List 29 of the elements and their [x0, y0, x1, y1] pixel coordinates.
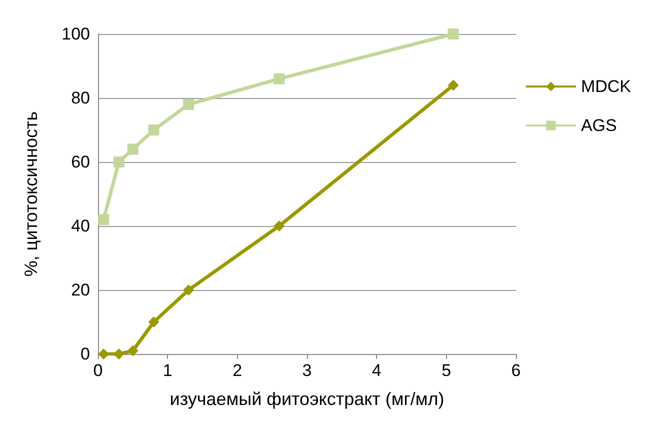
point: [148, 316, 160, 328]
y-tick-label: 60: [71, 152, 90, 172]
x-tick-label: 4: [372, 361, 382, 380]
point: [274, 73, 285, 84]
y-tick-label: 20: [71, 280, 90, 300]
point: [98, 214, 110, 226]
point: [274, 220, 285, 232]
point: [127, 144, 138, 155]
x-axis-title: изучаемый фитоэкстракт (мг/мл): [170, 389, 444, 409]
x-tick-label: 2: [232, 361, 242, 380]
x-tick-label: 3: [302, 361, 312, 380]
x-tick-label: 5: [442, 361, 452, 380]
point: [113, 156, 124, 168]
x-tick-label: 1: [162, 361, 172, 380]
point: [148, 124, 160, 136]
y-tick-label: 100: [62, 24, 90, 44]
legend-label: MDCK: [580, 77, 632, 96]
point: [127, 345, 138, 356]
x-tick-label: 6: [511, 361, 521, 380]
point: [448, 28, 459, 40]
point: [448, 80, 459, 91]
legend-label: AGS: [580, 116, 617, 135]
y-axis-title: %, цитотоксичность: [21, 111, 41, 277]
point: [183, 98, 194, 110]
point: [183, 284, 194, 296]
y-tick-label: 40: [71, 216, 90, 236]
x-tick-label: 0: [93, 361, 103, 380]
y-tick-label: 0: [80, 344, 90, 364]
y-tick-label: 80: [71, 88, 90, 108]
